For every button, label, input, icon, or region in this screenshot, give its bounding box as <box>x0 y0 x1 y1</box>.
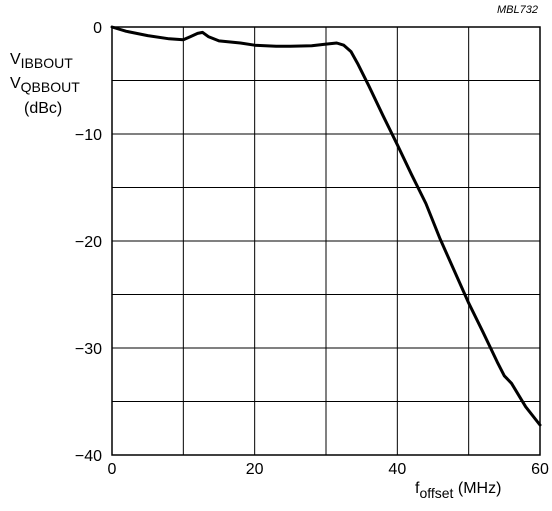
x-tick-label: 40 <box>388 461 406 478</box>
y-tick-label: 0 <box>93 20 102 37</box>
y-tick-label: −30 <box>75 341 102 358</box>
x-tick-label: 60 <box>531 461 549 478</box>
grid <box>111 26 541 456</box>
series-line <box>110 25 542 427</box>
y-axis-label-2: VQBBOUT <box>10 75 80 96</box>
y-tick-label: −40 <box>75 448 102 465</box>
figure-id: MBL732 <box>497 4 538 16</box>
y-axis-label-3: (dBc) <box>24 100 63 117</box>
y-tick-label: −20 <box>75 234 102 251</box>
y-axis-label-1: VIBBOUT <box>10 51 73 72</box>
x-tick-label: 0 <box>108 461 117 478</box>
x-tick-label: 20 <box>246 461 264 478</box>
y-tick-label: −10 <box>75 127 102 144</box>
x-axis-label: foffset (MHz) <box>415 480 502 501</box>
tick-labels: 0 −10 −20 −30 −40 0 20 40 60 <box>75 20 549 478</box>
